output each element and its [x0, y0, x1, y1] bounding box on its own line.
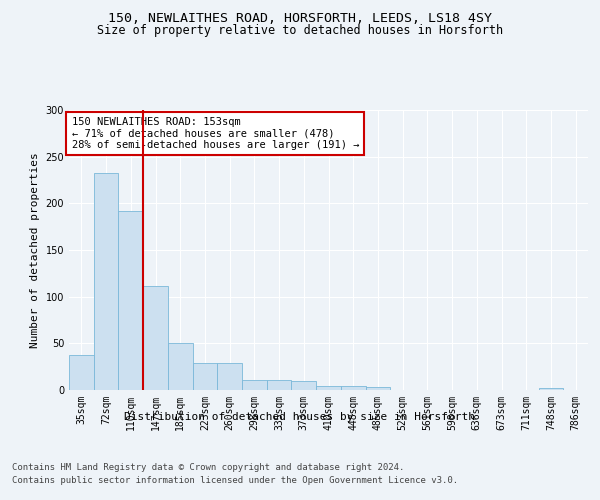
Text: 150 NEWLAITHES ROAD: 153sqm
← 71% of detached houses are smaller (478)
28% of se: 150 NEWLAITHES ROAD: 153sqm ← 71% of det… — [71, 117, 359, 150]
Bar — [143, 286, 168, 390]
Bar — [267, 380, 292, 390]
Text: 150, NEWLAITHES ROAD, HORSFORTH, LEEDS, LS18 4SY: 150, NEWLAITHES ROAD, HORSFORTH, LEEDS, … — [108, 12, 492, 26]
Text: Distribution of detached houses by size in Horsforth: Distribution of detached houses by size … — [125, 412, 476, 422]
Bar — [217, 363, 242, 390]
Bar — [168, 344, 193, 390]
Text: Contains HM Land Registry data © Crown copyright and database right 2024.: Contains HM Land Registry data © Crown c… — [12, 462, 404, 471]
Bar — [193, 363, 217, 390]
Bar — [341, 386, 365, 390]
Bar — [242, 380, 267, 390]
Bar — [316, 386, 341, 390]
Text: Size of property relative to detached houses in Horsforth: Size of property relative to detached ho… — [97, 24, 503, 37]
Bar — [69, 356, 94, 390]
Bar — [539, 388, 563, 390]
Bar — [94, 174, 118, 390]
Text: Contains public sector information licensed under the Open Government Licence v3: Contains public sector information licen… — [12, 476, 458, 485]
Y-axis label: Number of detached properties: Number of detached properties — [30, 152, 40, 348]
Bar — [292, 380, 316, 390]
Bar — [118, 211, 143, 390]
Bar — [365, 387, 390, 390]
